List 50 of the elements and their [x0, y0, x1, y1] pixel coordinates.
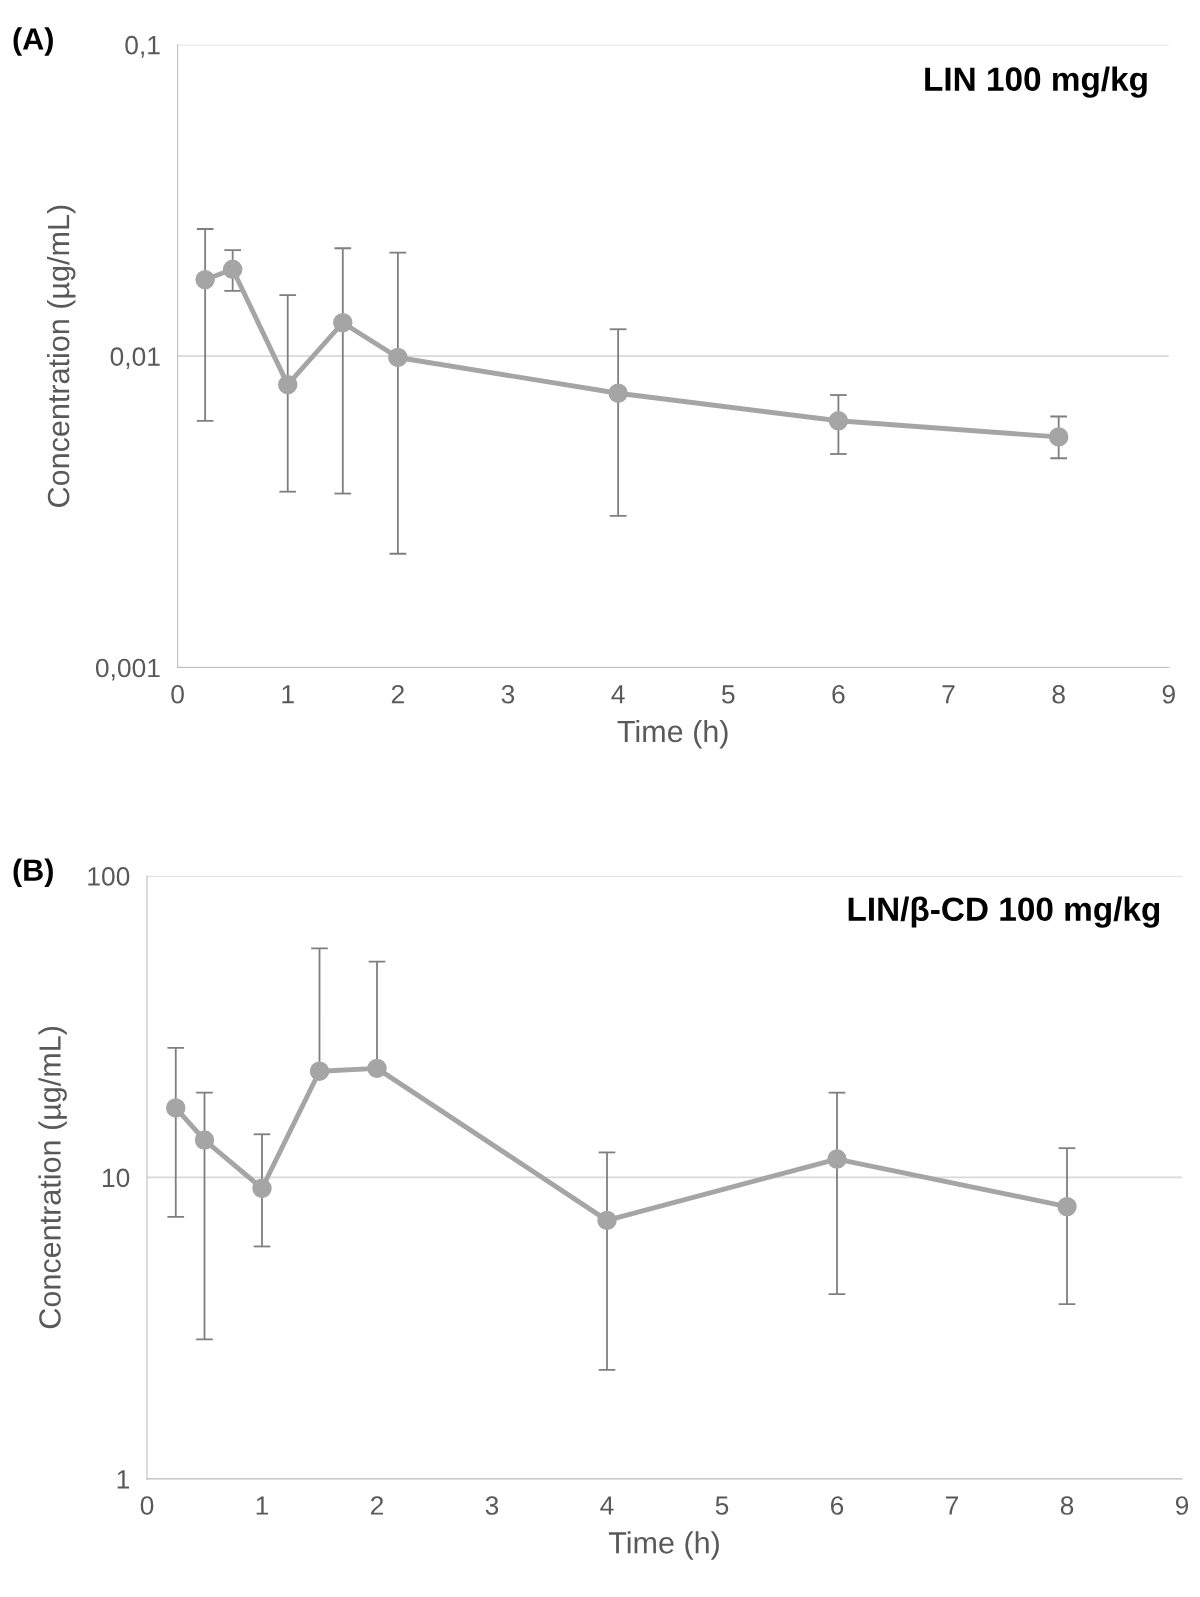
point: [1048, 427, 1069, 447]
point: [388, 347, 408, 368]
annotation: LIN 100 mg/kg: [925, 66, 1147, 98]
x-tick-label: 9: [1162, 684, 1175, 704]
point: [333, 313, 353, 333]
x-axis-title: Time (h): [608, 1531, 719, 1560]
point: [194, 1130, 215, 1150]
x-tick-label: 1: [282, 685, 294, 704]
point: [608, 383, 628, 403]
point: [828, 411, 849, 431]
point: [278, 374, 298, 395]
x-axis-title: Time (h): [617, 719, 728, 749]
y-tick-label: 1: [117, 1470, 130, 1489]
y-tick-label: 0,1: [125, 35, 160, 58]
x-tick-label: 3: [501, 684, 515, 704]
x-tick-label: 0: [140, 1496, 154, 1515]
text: (A): [13, 27, 53, 56]
x-tick-label: 3: [485, 1496, 499, 1515]
y-axis-title: Concentration (µg/mL): [46, 205, 76, 507]
x-tick-label: 2: [370, 1496, 384, 1515]
x-tick-label: 5: [715, 1496, 729, 1515]
x-tick-label: 7: [946, 1496, 959, 1515]
y-axis-title: Concentration (µg/mL): [38, 1026, 67, 1329]
x-tick-label: 4: [600, 1496, 614, 1515]
x-tick-label: 6: [832, 684, 845, 704]
point: [309, 1061, 330, 1081]
x-tick-label: 9: [1175, 1496, 1189, 1515]
annotation: LIN/β-CD 100 mg/kg: [848, 896, 1160, 928]
point: [166, 1098, 186, 1118]
x-tick-label: 7: [942, 685, 955, 704]
point: [597, 1210, 617, 1231]
point: [827, 1149, 847, 1169]
x-tick-label: 8: [1060, 1496, 1074, 1515]
y-tick-label: 0,01: [110, 347, 160, 370]
x-tick-label: 4: [611, 685, 625, 704]
point: [195, 269, 215, 290]
y-tick-label: 0,001: [95, 658, 160, 681]
x-tick-label: 2: [391, 684, 404, 704]
y-tick-label: 100: [88, 867, 130, 886]
x-tick-label: 1: [256, 1496, 269, 1515]
point: [252, 1178, 272, 1199]
point: [222, 259, 243, 280]
y-tick-label: 10: [103, 1168, 130, 1188]
text: (B): [13, 858, 53, 887]
x-tick-label: 6: [831, 1496, 844, 1515]
x-tick-label: 8: [1052, 684, 1065, 704]
x-tick-label: 5: [721, 685, 735, 704]
point: [1057, 1196, 1077, 1217]
x-tick-label: 0: [171, 684, 184, 704]
point: [367, 1058, 387, 1079]
